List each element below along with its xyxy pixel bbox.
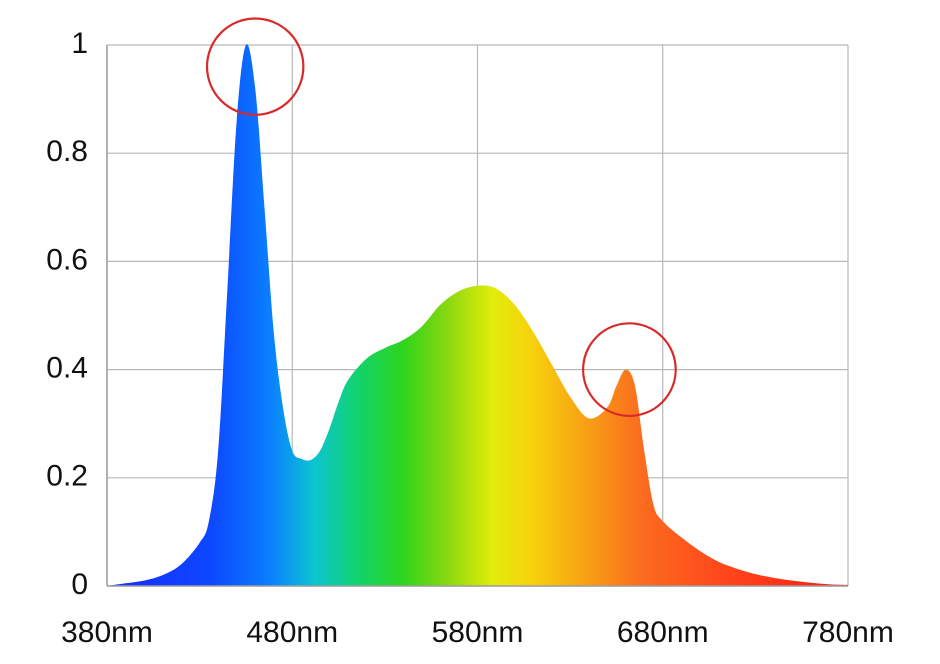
x-tick-label-2: 580nm (432, 616, 524, 649)
peak-annotations (205, 17, 677, 418)
y-tick-label-5: 1 (71, 27, 88, 60)
y-tick-label-3: 0.6 (46, 243, 88, 276)
x-tick-label-1: 480nm (246, 616, 338, 649)
peak-circle-1 (581, 322, 677, 418)
plot-frame (106, 45, 848, 587)
y-tick-label-4: 0.8 (46, 135, 88, 168)
x-axis-tick-labels: 380nm 480nm 580nm 680nm 780nm (61, 616, 894, 649)
spectrum-area (107, 44, 848, 586)
y-tick-label-0: 0 (71, 568, 88, 601)
x-tick-label-0: 380nm (61, 616, 153, 649)
peak-circle-0 (205, 17, 305, 116)
y-tick-label-2: 0.4 (46, 352, 88, 385)
y-axis-tick-labels: 0 0.2 0.4 0.6 0.8 1 (46, 27, 88, 601)
x-tick-label-3: 680nm (617, 616, 709, 649)
y-tick-label-1: 0.2 (46, 460, 88, 493)
x-tick-label-4: 780nm (802, 616, 894, 649)
